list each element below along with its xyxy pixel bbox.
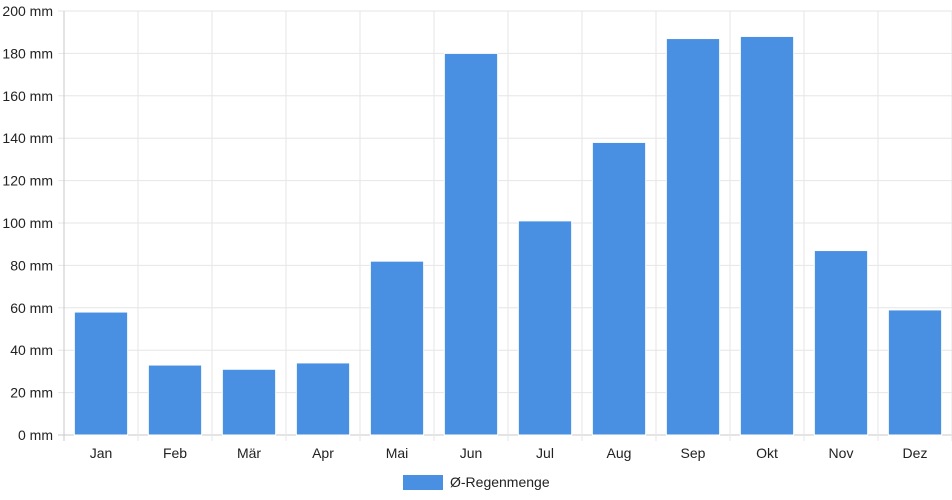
legend-label[interactable]: Ø-Regenmenge	[450, 474, 550, 490]
y-tick-label: 140 mm	[2, 130, 53, 146]
x-tick-label: Apr	[312, 445, 334, 461]
legend-swatch[interactable]	[403, 475, 443, 490]
x-axis: Jan Feb Mär Apr Mai Jun Jul Aug Sep Okt Nov Dez	[90, 445, 928, 461]
bar-aug[interactable]	[591, 141, 647, 436]
bar-apr[interactable]	[295, 362, 351, 436]
y-tick-label: 0 mm	[18, 427, 53, 443]
bar-sep[interactable]	[665, 38, 721, 436]
y-tick-label: 100 mm	[2, 215, 53, 231]
y-tick-label: 180 mm	[2, 45, 53, 61]
bar-dez[interactable]	[887, 309, 943, 436]
bar-nov[interactable]	[813, 250, 869, 436]
y-tick-label: 200 mm	[2, 3, 53, 19]
y-tick-label: 160 mm	[2, 88, 53, 104]
x-tick-label: Aug	[607, 445, 632, 461]
chart-grid	[58, 10, 952, 441]
x-tick-label: Mär	[237, 445, 261, 461]
x-tick-label: Jun	[460, 445, 483, 461]
y-tick-label: 20 mm	[10, 385, 53, 401]
x-tick-label: Mai	[386, 445, 409, 461]
bar-jun[interactable]	[443, 52, 499, 436]
bar-mär[interactable]	[221, 368, 277, 436]
chart-bars	[73, 35, 943, 436]
x-tick-label: Dez	[903, 445, 928, 461]
y-tick-label: 60 mm	[10, 300, 53, 316]
bar-okt[interactable]	[739, 35, 795, 436]
bar-feb[interactable]	[147, 364, 203, 436]
x-tick-label: Sep	[681, 445, 706, 461]
y-tick-label: 40 mm	[10, 342, 53, 358]
x-tick-label: Okt	[756, 445, 778, 461]
bar-jan[interactable]	[73, 311, 129, 436]
y-tick-label: 120 mm	[2, 173, 53, 189]
x-tick-label: Jul	[536, 445, 554, 461]
x-tick-label: Jan	[90, 445, 113, 461]
y-tick-label: 80 mm	[10, 257, 53, 273]
y-axis: 0 mm 20 mm 40 mm 60 mm 80 mm 100 mm 120 mm 140 …	[2, 3, 53, 443]
x-tick-label: Nov	[829, 445, 854, 461]
bar-mai[interactable]	[369, 260, 425, 436]
chart-legend[interactable]: Ø-Regenmenge	[403, 474, 550, 490]
bar-jul[interactable]	[517, 220, 573, 436]
x-tick-label: Feb	[163, 445, 187, 461]
